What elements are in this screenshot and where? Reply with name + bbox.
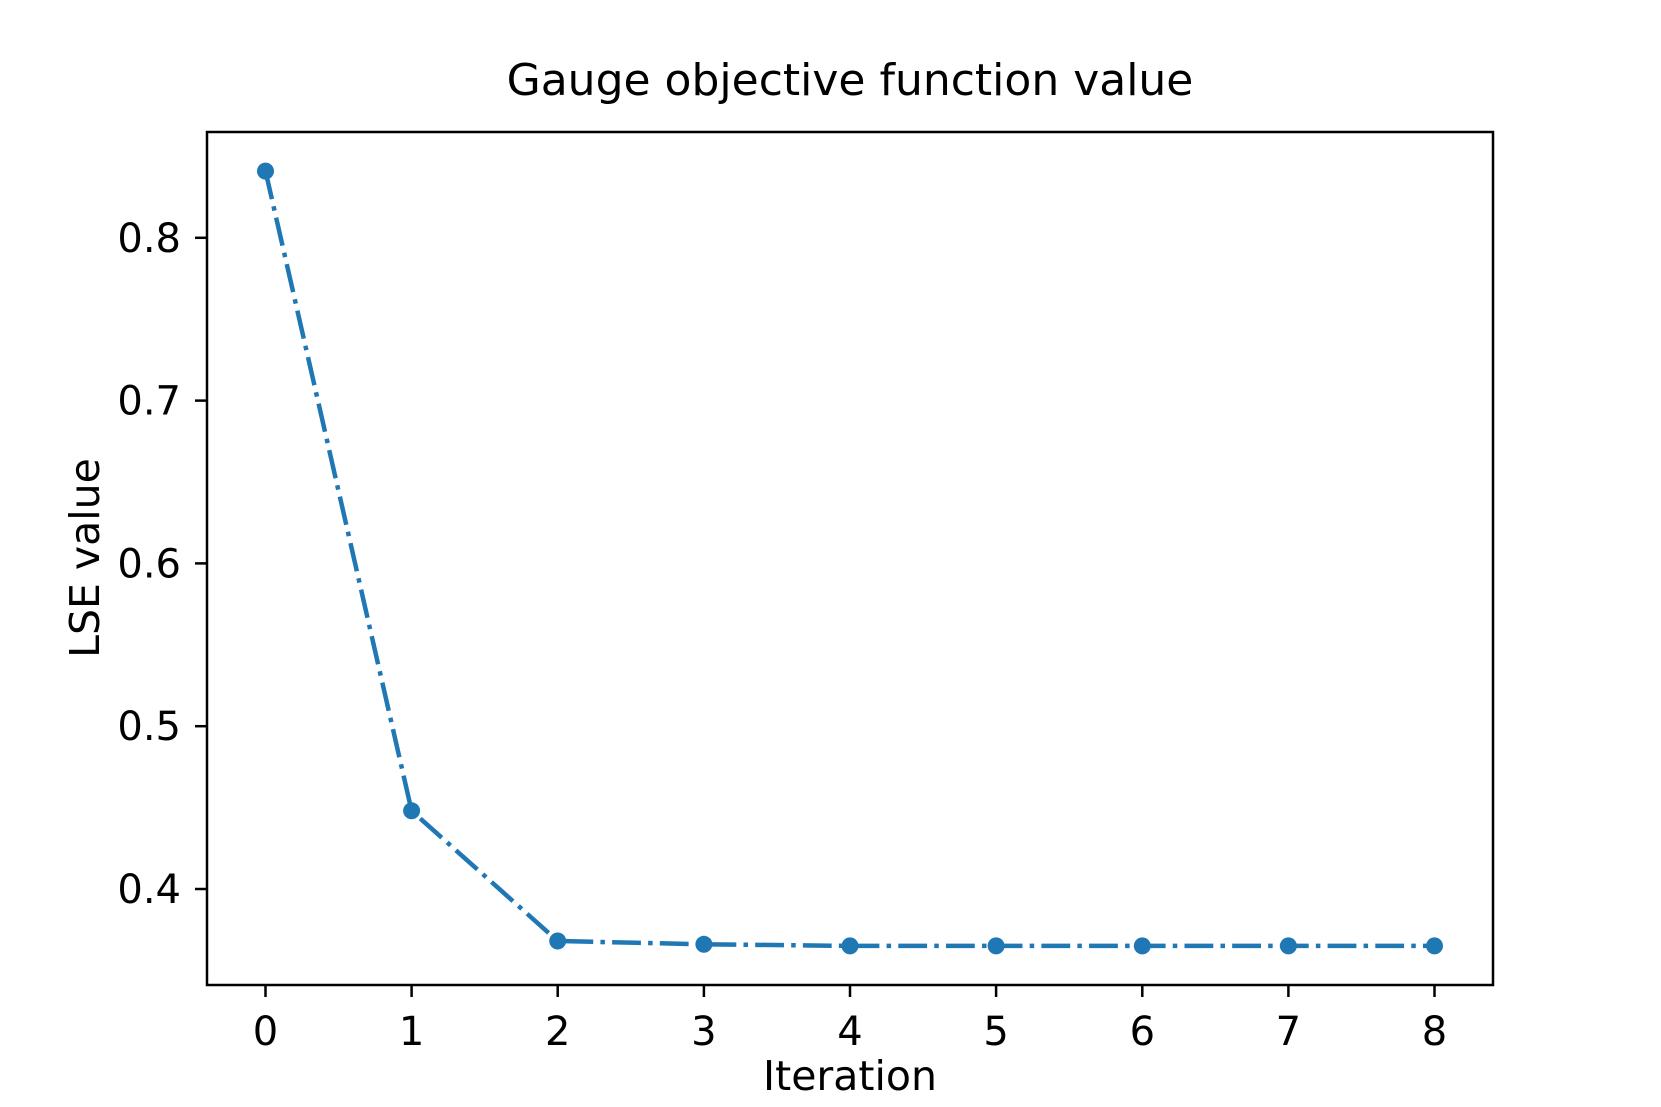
data-point [549, 932, 567, 950]
x-tick-label: 7 [1276, 1009, 1301, 1055]
data-point [841, 937, 859, 955]
y-tick-label: 0.8 [117, 216, 181, 262]
x-tick-label: 5 [983, 1009, 1008, 1055]
data-line [263, 170, 1435, 949]
x-tick-label: 8 [1422, 1009, 1447, 1055]
y-tick-label: 0.5 [117, 704, 181, 750]
x-tick-label: 3 [691, 1009, 716, 1055]
y-tick-label: 0.4 [117, 867, 181, 913]
plot-border [205, 130, 1495, 987]
data-point [987, 937, 1005, 955]
x-tick-label: 0 [253, 1009, 278, 1055]
x-tick-label: 6 [1130, 1009, 1155, 1055]
data-point [1426, 937, 1443, 955]
x-tick-label: 1 [399, 1009, 424, 1055]
data-point [1279, 937, 1297, 955]
y-tick-label: 0.7 [117, 379, 181, 425]
chart-title: Gauge objective function value [506, 55, 1194, 106]
data-point [403, 802, 421, 820]
data-point [695, 935, 713, 953]
x-tick-label: 2 [545, 1009, 570, 1055]
data-point [257, 162, 274, 180]
x-axis-label: Iteration [763, 1052, 937, 1100]
y-tick-label: 0.6 [117, 541, 181, 587]
x-tick-label: 4 [837, 1009, 862, 1055]
data-point [1133, 937, 1151, 955]
